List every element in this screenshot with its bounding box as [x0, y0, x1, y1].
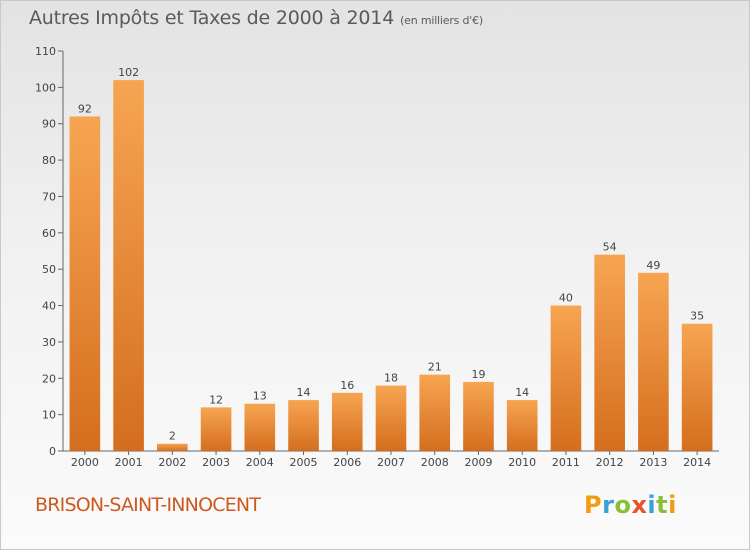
bar: [244, 403, 276, 451]
commune-name: BRISON-SAINT-INNOCENT: [35, 494, 261, 516]
bar-value-label: 92: [78, 102, 92, 115]
bar-value-label: 40: [559, 292, 573, 305]
bar-value-label: 14: [515, 386, 529, 399]
bar-value-label: 21: [428, 361, 442, 374]
bar-value-label: 18: [384, 372, 398, 385]
x-tick-label: 2008: [421, 456, 449, 469]
bar: [113, 80, 144, 451]
x-tick-label: 2014: [683, 456, 711, 469]
bar-value-label: 14: [297, 386, 311, 399]
logo-letter: P: [584, 491, 603, 519]
bar: [419, 374, 451, 451]
x-tick-label: 2001: [115, 456, 143, 469]
bar: [331, 392, 363, 451]
x-tick-label: 2004: [246, 456, 274, 469]
chart-title: Autres Impôts et Taxes de 2000 à 2014: [29, 7, 395, 29]
logo-letter: o: [614, 491, 632, 519]
x-tick-label: 2000: [71, 456, 99, 469]
bar: [200, 407, 232, 451]
x-tick-label: 2007: [377, 456, 405, 469]
bar: [288, 400, 319, 451]
y-tick-label: 80: [42, 154, 56, 167]
bar: [638, 272, 669, 451]
logo-letter: r: [602, 491, 615, 519]
x-tick-label: 2013: [639, 456, 667, 469]
logo-letter: x: [631, 491, 648, 519]
x-tick-label: 2011: [552, 456, 580, 469]
x-tick-label: 2006: [333, 456, 361, 469]
bar: [594, 254, 625, 451]
chart-title-block: Autres Impôts et Taxes de 2000 à 2014 (en…: [29, 7, 483, 29]
bar: [463, 381, 494, 451]
y-tick-label: 50: [42, 263, 56, 276]
bar-value-label: 49: [646, 259, 660, 272]
y-tick-label: 110: [35, 45, 56, 58]
y-tick-label: 60: [42, 227, 56, 240]
y-tick-label: 0: [49, 445, 56, 458]
bar-value-label: 35: [690, 310, 704, 323]
x-tick-label: 2005: [290, 456, 318, 469]
logo-letter: t: [656, 491, 669, 519]
logo-letter: i: [668, 491, 677, 519]
y-tick-label: 10: [42, 409, 56, 422]
bar-value-label: 54: [603, 241, 617, 254]
x-tick-label: 2010: [508, 456, 536, 469]
bar-value-label: 102: [118, 66, 139, 79]
x-tick-label: 2012: [596, 456, 624, 469]
y-tick-label: 20: [42, 372, 56, 385]
bar: [506, 400, 538, 451]
proxiti-logo: Proxiti: [584, 491, 677, 519]
x-tick-label: 2009: [464, 456, 492, 469]
bar: [69, 116, 101, 452]
y-tick-label: 40: [42, 300, 56, 313]
logo-letter: i: [647, 491, 657, 519]
x-tick-label: 2003: [202, 456, 230, 469]
bar-value-label: 16: [340, 379, 354, 392]
y-tick-label: 70: [42, 190, 56, 203]
bar: [681, 323, 713, 451]
bar-value-label: 2: [169, 430, 176, 443]
bar: [550, 305, 582, 451]
bar-value-label: 12: [209, 393, 223, 406]
y-tick-label: 90: [42, 118, 56, 131]
bar: [375, 385, 407, 451]
y-tick-label: 30: [42, 336, 56, 349]
y-tick-label: 100: [35, 81, 56, 94]
bar-value-label: 13: [253, 390, 267, 403]
chart-subtitle: (en milliers d'€): [400, 14, 483, 27]
x-tick-label: 2002: [158, 456, 186, 469]
bar: [157, 443, 188, 451]
bar-value-label: 19: [471, 368, 485, 381]
